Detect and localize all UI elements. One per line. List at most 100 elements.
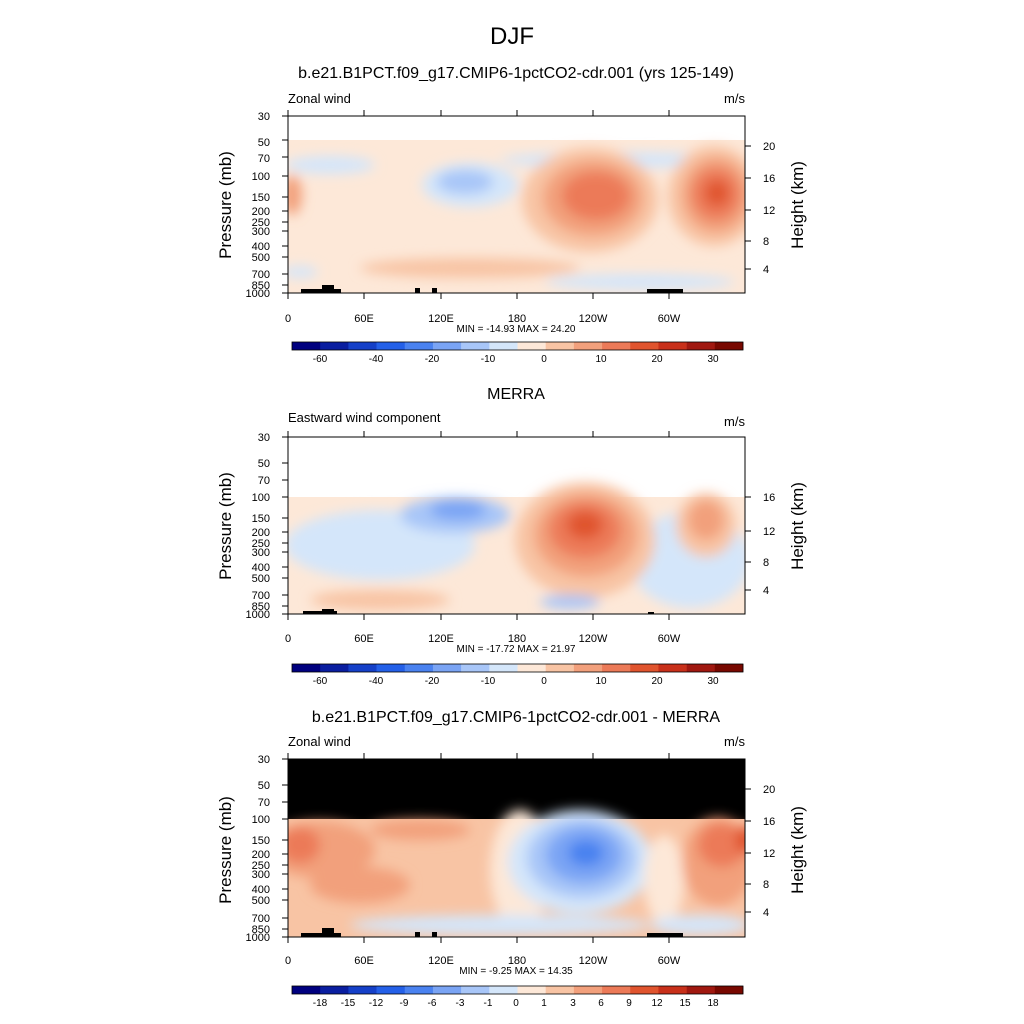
colorbar-label: 30	[707, 676, 719, 687]
y-right-tick-label: 4	[763, 907, 769, 919]
contour-field	[288, 759, 745, 937]
y-tick-label: 850	[252, 601, 270, 613]
y-axis-right: 16 12 8 4	[745, 492, 775, 597]
x-tick-label: 60E	[354, 313, 374, 325]
colorbar-label: 0	[513, 998, 519, 1009]
colorbar-label: 30	[707, 354, 719, 365]
colorbar-swatch	[432, 664, 462, 672]
y-tick-label: 150	[252, 192, 270, 204]
colorbar-label: 3	[570, 998, 576, 1009]
x-tick-label: 0	[285, 313, 291, 325]
colorbar-swatch	[602, 986, 631, 994]
colorbar-label: 6	[598, 998, 604, 1009]
y-tick-label: 50	[258, 137, 270, 149]
x-tick-label: 60W	[658, 955, 681, 967]
y-axis-right: 20 16 12 8 4	[745, 141, 775, 276]
y-right-tick-label: 16	[763, 173, 775, 185]
x-tick-label: 120W	[579, 633, 608, 645]
y-ticks-left	[282, 115, 288, 294]
colorbar-label: -60	[313, 354, 328, 365]
colorbar-label: -40	[369, 676, 384, 687]
y-tick-label: 500	[252, 573, 270, 585]
y-tick-label: 70	[258, 475, 270, 487]
y-axis-left: 30 50 70 100 150 200 250 300 400 500 700…	[246, 754, 270, 944]
y-axis-right: 20 16 12 8 4	[745, 784, 775, 919]
contour-blob	[644, 835, 684, 925]
colorbar-swatch	[573, 664, 603, 672]
y-right-tick-label: 8	[763, 879, 769, 891]
colorbar-swatch	[714, 342, 744, 350]
y-tick-label: 700	[252, 913, 270, 925]
colorbar-swatch	[517, 986, 546, 994]
colorbar-swatch	[517, 664, 546, 672]
colorbar-swatch	[461, 342, 490, 350]
colorbar-swatch	[686, 342, 716, 350]
y-right-tick-label: 8	[763, 236, 769, 248]
colorbar-label: -20	[425, 676, 440, 687]
x-tick-label: 120W	[579, 313, 608, 325]
colorbar-label: 15	[679, 998, 691, 1009]
contour-blob	[562, 172, 630, 220]
colorbar-swatch	[602, 664, 631, 672]
y-axis-label: Pressure (mb)	[216, 796, 235, 904]
y-tick-label: 400	[252, 884, 270, 896]
colorbar-swatch	[432, 986, 462, 994]
colorbar-swatch	[404, 664, 434, 672]
colorbar-swatch	[714, 986, 744, 994]
y-tick-label: 200	[252, 527, 270, 539]
colorbar-swatch	[658, 986, 687, 994]
colorbar-swatch	[404, 342, 434, 350]
y-right-tick-label: 16	[763, 492, 775, 504]
y-tick-label: 700	[252, 269, 270, 281]
colorbar-label: -10	[481, 354, 496, 365]
colorbar-label: 1	[541, 998, 547, 1009]
no-data-region	[288, 116, 745, 140]
colorbar-label: 0	[541, 354, 547, 365]
colorbar-swatch	[404, 986, 434, 994]
colorbar-swatch	[461, 986, 490, 994]
x-axis: 0 60E 120E 180 120W 60W	[285, 633, 681, 645]
colorbar-label: 9	[626, 998, 632, 1009]
colorbar-swatch	[320, 342, 349, 350]
colorbar-swatch	[573, 986, 603, 994]
panel-model: b.e21.B1PCT.f09_g17.CMIP6-1pctCO2-cdr.00…	[216, 65, 807, 365]
left-label: Zonal wind	[288, 734, 351, 749]
figure-title: DJF	[490, 23, 534, 50]
y-tick-label: 300	[252, 226, 270, 238]
colorbar-labels: -60 -40 -20 -10 0 10 20 30	[313, 354, 719, 365]
colorbar-labels: -60 -40 -20 -10 0 10 20 30	[313, 676, 719, 687]
panel-title: b.e21.B1PCT.f09_g17.CMIP6-1pctCO2-cdr.00…	[312, 709, 721, 726]
min-max-stats: MIN = -14.93 MAX = 24.20	[457, 324, 576, 335]
contour-blob	[288, 266, 318, 278]
terrain	[301, 928, 683, 937]
y-tick-label: 250	[252, 538, 270, 550]
y-tick-label: 200	[252, 206, 270, 218]
y-right-tick-label: 8	[763, 557, 769, 569]
x-tick-label: 0	[285, 633, 291, 645]
x-tick-label: 60W	[658, 633, 681, 645]
contour-blob	[310, 590, 450, 610]
colorbar-label: 20	[651, 354, 663, 365]
y-tick-label: 100	[252, 814, 270, 826]
y-tick-label: 700	[252, 590, 270, 602]
colorbar-swatch	[630, 342, 659, 350]
units-label: m/s	[724, 91, 745, 106]
y-right-tick-label: 12	[763, 848, 775, 860]
x-ticks	[287, 431, 670, 620]
contour-blob	[545, 274, 735, 290]
colorbar-swatch	[461, 664, 490, 672]
x-axis: 0 60E 120E 180 120W 60W	[285, 313, 681, 325]
y-ticks-left	[282, 758, 288, 938]
y-tick-label: 300	[252, 547, 270, 559]
x-ticks	[287, 110, 670, 299]
units-label: m/s	[724, 734, 745, 749]
x-tick-label: 60E	[354, 633, 374, 645]
colorbar-swatch	[573, 342, 603, 350]
y-tick-label: 400	[252, 241, 270, 253]
x-tick-label: 180	[508, 633, 526, 645]
colorbar-label: -40	[369, 354, 384, 365]
y-right-tick-label: 12	[763, 205, 775, 217]
colorbar-swatch	[292, 664, 321, 672]
colorbar-swatch	[348, 986, 377, 994]
